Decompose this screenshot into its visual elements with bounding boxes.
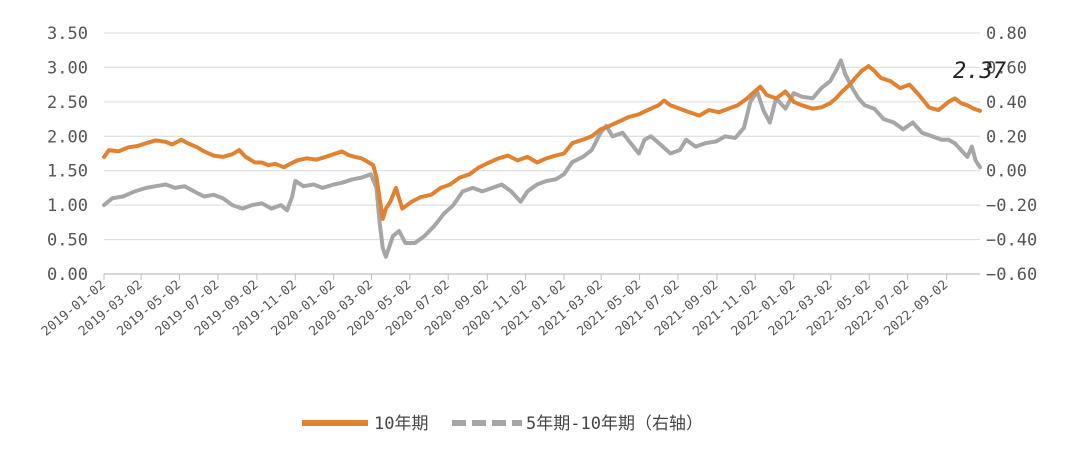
- left-tick-label: 2.00: [47, 127, 88, 147]
- right-tick-label: 0.80: [986, 24, 1027, 44]
- gridlines: [104, 32, 980, 241]
- series-10y-line: [102, 64, 982, 221]
- left-tick-label: 3.50: [47, 24, 88, 44]
- left-tick-label: 0.00: [47, 265, 88, 285]
- left-tick-label: 2.50: [47, 93, 88, 113]
- legend-label-10y: 10年期: [374, 414, 428, 434]
- legend-label-spread: 5年期-10年期（右轴）: [526, 414, 703, 434]
- series: [102, 58, 982, 259]
- right-tick-label: −0.60: [986, 265, 1037, 285]
- right-tick-label: 0.20: [986, 127, 1027, 147]
- left-tick-label: 0.50: [47, 231, 88, 251]
- right-tick-label: 0.60: [986, 58, 1027, 78]
- right-tick-label: 0.00: [986, 162, 1027, 182]
- left-tick-label: 3.00: [47, 58, 88, 78]
- legend: 10年期 5年期-10年期（右轴）: [302, 414, 703, 434]
- series-spread-line: [102, 58, 982, 259]
- right-axis-ticks: −0.60 −0.40 −0.20 0.00 0.20 0.40 0.60 0.80: [986, 24, 1037, 285]
- right-tick-label: 0.40: [986, 93, 1027, 113]
- right-tick-label: −0.40: [986, 231, 1037, 251]
- left-axis-ticks: 0.00 0.50 1.00 1.50 2.00 2.50 3.00 3.50: [47, 24, 88, 285]
- right-tick-label: −0.20: [986, 196, 1037, 216]
- left-tick-label: 1.50: [47, 162, 88, 182]
- last-value-annotation: 2.37: [953, 59, 1007, 84]
- left-tick-label: 1.00: [47, 196, 88, 216]
- x-axis-ticks: 2019-01-022019-03-022019-05-022019-07-02…: [39, 274, 951, 339]
